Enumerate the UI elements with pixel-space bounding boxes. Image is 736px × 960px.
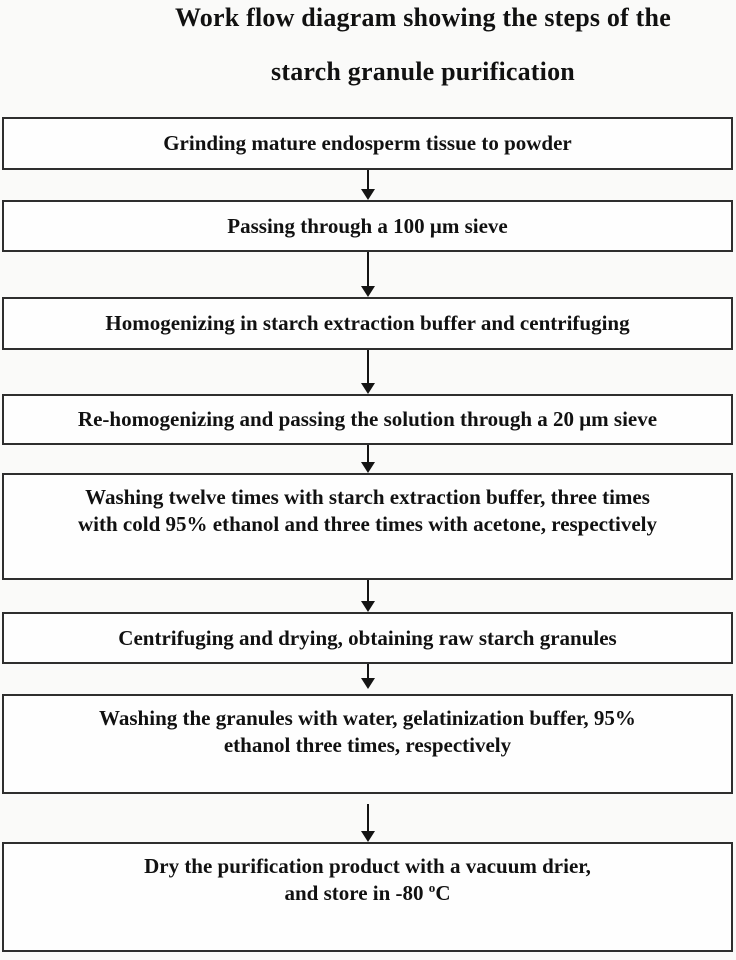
figure-title-line1: Work flow diagram showing the steps of t… [175, 3, 671, 32]
arrow-down-icon [361, 286, 375, 297]
step-box-grinding: Grinding mature endosperm tissue to powd… [2, 117, 733, 170]
step-label-line2: with cold 95% ethanol and three times wi… [78, 512, 657, 536]
arrow-down-icon [361, 601, 375, 612]
arrow-down-icon [361, 462, 375, 473]
step-label: Re-homogenizing and passing the solution… [77, 407, 658, 431]
step-label-line1: Washing twelve times with starch extract… [85, 485, 650, 509]
step-label-line1: Washing the granules with water, gelatin… [99, 706, 636, 730]
step-box-sieve-100um: Passing through a 100 μm sieve [2, 200, 733, 252]
arrow-line [367, 350, 369, 386]
arrow-down-icon [361, 831, 375, 842]
flow-arrow-5 [0, 580, 736, 612]
arrow-line [367, 170, 369, 192]
step-box-rehomogenizing: Re-homogenizing and passing the solution… [2, 394, 733, 445]
figure-title: Work flow diagram showing the steps of t… [112, 3, 734, 86]
step-box-homogenizing: Homogenizing in starch extraction buffer… [2, 297, 733, 350]
arrow-line [367, 252, 369, 289]
flow-arrow-3 [0, 350, 736, 394]
step-box-washing-granules: Washing the granules with water, gelatin… [2, 694, 733, 794]
flow-arrow-1 [0, 170, 736, 200]
step-box-centrifuging-drying: Centrifuging and drying, obtaining raw s… [2, 612, 733, 664]
step-box-washing-buffer: Washing twelve times with starch extract… [2, 473, 733, 580]
flow-arrow-2 [0, 252, 736, 297]
step-label-line2-prefix: and store in -80 [284, 881, 429, 905]
step-label: Passing through a 100 μm sieve [227, 213, 508, 238]
step-box-dry-store: Dry the purification product with a vacu… [2, 842, 733, 952]
step-label-line2-suffix: C [435, 881, 451, 905]
arrow-line [367, 445, 369, 465]
degree-superscript: o [428, 880, 436, 895]
step-label: Grinding mature endosperm tissue to powd… [163, 131, 572, 155]
flow-arrow-7 [0, 804, 736, 842]
flow-arrow-4 [0, 445, 736, 473]
arrow-line [367, 580, 369, 604]
arrow-down-icon [361, 383, 375, 394]
step-label: Homogenizing in starch extraction buffer… [105, 311, 630, 335]
step-label: Centrifuging and drying, obtaining raw s… [118, 625, 617, 650]
arrow-line [367, 804, 369, 834]
arrow-down-icon [361, 189, 375, 200]
step-label-line2: and store in -80 oC [4, 880, 731, 907]
arrow-line [367, 664, 369, 681]
step-label-line1: Dry the purification product with a vacu… [144, 854, 591, 878]
figure-title-line2: starch granule purification [271, 57, 575, 86]
arrow-down-icon [361, 678, 375, 689]
flow-arrow-6 [0, 664, 736, 689]
step-label-line2: ethanol three times, respectively [223, 733, 512, 757]
